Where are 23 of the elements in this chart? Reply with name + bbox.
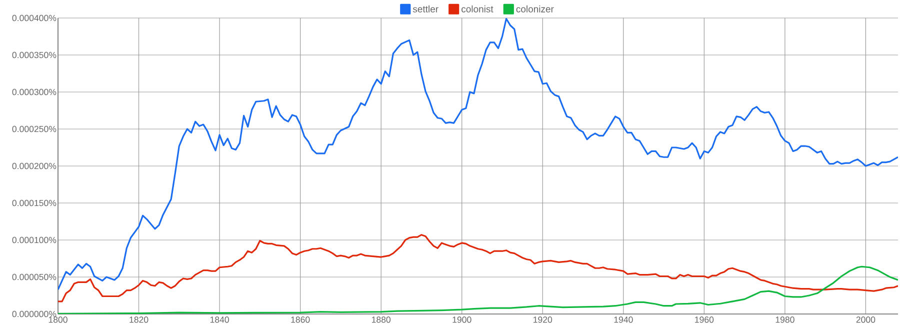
y-tick-label: 0.000000% [12, 310, 56, 318]
x-tick-label: 2000 [856, 316, 876, 323]
x-tick-label: 1920 [534, 316, 552, 323]
x-tick-label: 1860 [291, 316, 310, 323]
x-tick-label: 1960 [695, 316, 714, 323]
y-tick-label: 0.000050% [12, 274, 56, 280]
x-tick-label: 1940 [614, 316, 633, 323]
x-tick-label: 1800 [48, 316, 68, 323]
y-tick-label: 0.000100% [12, 236, 56, 244]
legend-label: colonizer [516, 5, 554, 12]
y-tick-label: 0.000250% [12, 126, 56, 132]
y-tick-label: 0.000350% [12, 52, 56, 58]
x-tick-label: 1840 [210, 316, 229, 323]
y-tick-label: 0.000400% [12, 14, 56, 22]
x-tick-label: 1820 [130, 316, 148, 323]
x-tick-label: 1980 [776, 316, 794, 323]
y-tick-label: 0.000200% [12, 162, 56, 170]
y-tick-label: 0.000300% [12, 88, 56, 96]
x-tick-label: 1900 [452, 316, 472, 323]
legend-label: settler [412, 5, 438, 12]
x-tick-label: 1880 [372, 316, 391, 323]
legend-label: colonist [462, 5, 494, 12]
y-tick-label: 0.000150% [12, 200, 56, 206]
